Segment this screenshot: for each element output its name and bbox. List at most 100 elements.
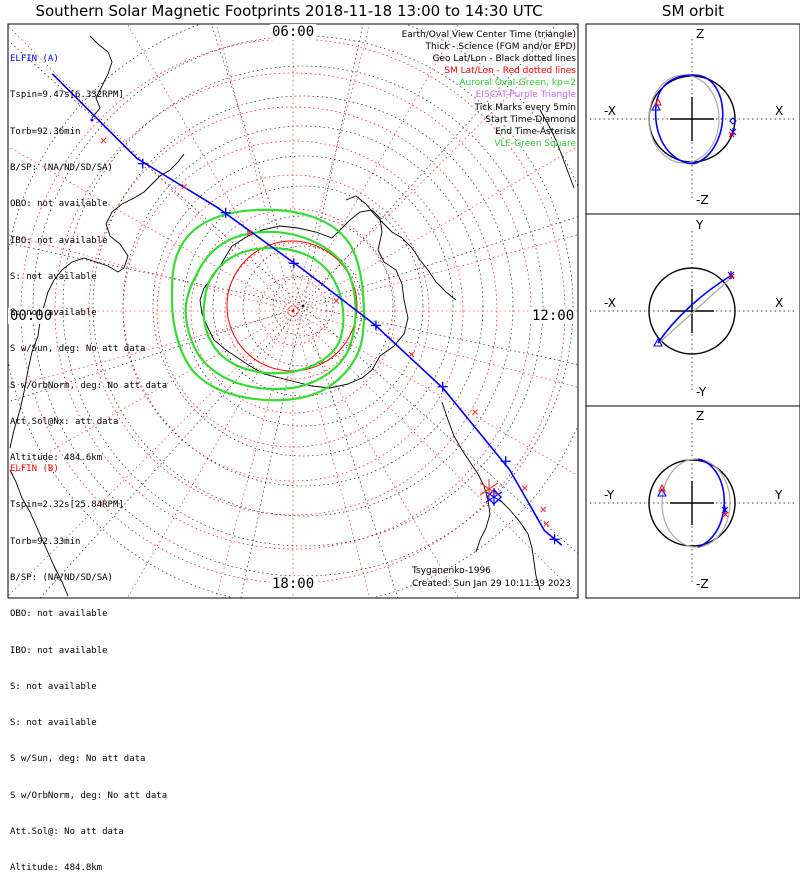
legend-entry: End Time-Asterisk [494, 126, 576, 137]
legend-entry: EISCAT-Purple Triangle [475, 90, 576, 101]
legend-entry: Start Time-Diamond [485, 114, 576, 125]
elfin-a-tick [370, 320, 381, 331]
orbit1-left-label: -X [604, 104, 616, 118]
coastline [539, 109, 575, 189]
orbit2-top-label: Y [696, 218, 704, 232]
orbit3-right-label: Y [775, 488, 783, 502]
orbit1-right-label: X [775, 104, 784, 118]
orbit-a-path [697, 458, 726, 548]
orbit2-left-label: -X [604, 296, 616, 310]
track-start-point [90, 118, 94, 122]
legend-entry: Earth/Oval View Center Time (triangle) [401, 30, 576, 40]
auroral-oval-inner [202, 246, 345, 375]
auroral-oval [170, 208, 365, 402]
sm-pole-circle [226, 240, 358, 372]
orbit2-right-label: X [775, 296, 784, 310]
geo-longitude-line [302, 305, 399, 598]
probe-a-line: S w/OrbNorm, deg: No att data [10, 380, 168, 391]
coastline [9, 469, 69, 597]
orbit-b-path [658, 276, 733, 344]
figure-canvas [7, 23, 800, 599]
auroral-oval-mid [184, 230, 357, 391]
orbit2-bottom-label: -Y [696, 385, 707, 399]
coastline [345, 195, 457, 301]
orbit-a-path [654, 74, 724, 165]
orbit3-bottom-label: -Z [696, 577, 709, 591]
mlt-label-left: 00:00 [8, 308, 55, 324]
geo-longitude-line [240, 305, 304, 598]
geo-latitude-circle [62, 65, 544, 547]
auroral-oval-outer [170, 208, 365, 402]
created-timestamp: Created: Sun Jan 29 10:11:39 2023 [412, 579, 571, 589]
probe-b-line: Tspin=2.32s[25.84RPM] [10, 500, 124, 511]
probe-a-line: B/SP: (NA/ND/SD/SA) [10, 163, 113, 174]
probe-a-line: Torb=92.36min [10, 126, 81, 137]
probe-b-line: Altitude: 484.8km [10, 863, 103, 874]
model-credit: Tsyganenko-1996 [412, 566, 491, 576]
elfin-b-tick [181, 183, 188, 190]
probe-b-line: Torb=92.33min [10, 536, 81, 547]
elfin-b-tick [246, 230, 253, 236]
coastline [89, 35, 113, 119]
coastline [9, 153, 185, 449]
orbit-a-triangle [651, 101, 661, 111]
geo-latitude-circle [122, 125, 484, 487]
probe-b-line: S: not available [10, 681, 97, 692]
probe-a-line: S: not available [10, 271, 97, 282]
coastline [441, 401, 491, 553]
probe-a-line: OBO: not available [10, 199, 108, 210]
orbit3-top-label: Z [696, 409, 705, 423]
orbit-b-asterisk [728, 131, 735, 138]
elfin-b-tick [408, 351, 415, 358]
legend-entry: Thick - Science (FGM and/or EPD) [425, 42, 576, 53]
elfin-a-tick [437, 381, 448, 392]
orbit-panel-title: SM orbit [661, 2, 725, 20]
probe-a-line: IBO: not available [10, 235, 108, 246]
orbit-a-triangle [657, 487, 667, 497]
orbit-a-triangle [653, 337, 663, 347]
elfin-b-tick [333, 297, 340, 304]
probe-b-name: ELFIN (B) [10, 464, 59, 475]
geo-latitude-circle [92, 95, 514, 517]
elfin-b-tick [521, 485, 528, 492]
elfin-b-end-asterisk [479, 479, 499, 499]
probe-a-line: S w/Sun, deg: No att data [10, 344, 146, 355]
coastline [499, 499, 541, 591]
geo-latitude-circle [152, 155, 454, 457]
elfin-a-tick [549, 534, 560, 545]
probe-a-info: ELFIN (A) Tspin=9.47s[6.332RPM] Torb=92.… [10, 29, 167, 476]
elfin-a-track [51, 73, 563, 546]
legend-entry: SM Lat/Lon - Red dotted lines [444, 66, 576, 77]
sm-orbit-panels [590, 39, 796, 583]
sm-longitude-line [292, 24, 371, 312]
orbit-b-triangle [654, 97, 662, 106]
elfin-a-tick [288, 258, 299, 269]
sm-latitude-circle [190, 208, 396, 414]
sm-pole-ring [226, 240, 358, 372]
orbit3-left-label: -Y [604, 488, 615, 502]
probe-b-line: IBO: not available [10, 645, 108, 656]
mlt-label-right: 12:00 [530, 308, 577, 324]
elfin-a-tick [500, 456, 511, 467]
sm-longitude-line [215, 24, 294, 312]
legend-entry: Auroral Oval-Green, kp=2 [459, 78, 576, 89]
orbit-a-diamond [729, 117, 737, 125]
geo-longitude-line [211, 24, 304, 307]
probe-b-info: ELFIN (B) Tspin=2.32s[25.84RPM] Torb=92.… [10, 439, 167, 886]
probe-b-line: OBO: not available [10, 609, 108, 620]
elfin-b-tick [100, 137, 107, 144]
probe-b-line: S w/OrbNorm, deg: No att data [10, 790, 168, 801]
elfin-b-tick [540, 506, 547, 513]
elfin-b-tick [472, 409, 478, 416]
orbit-b-triangle [658, 483, 666, 492]
sm-longitude-line [292, 310, 578, 597]
mlt-label-bottom: 18:00 [270, 576, 317, 592]
probe-b-line: S: not available [10, 718, 97, 729]
sm-latitude-circle [122, 140, 464, 482]
probe-a-line: Tspin=9.47s[6.332RPM] [10, 90, 124, 101]
sm-latitude-circle [258, 276, 328, 346]
elfin-a-tick [137, 158, 148, 169]
legend: Earth/Oval View Center Time (triangle) T… [402, 29, 576, 150]
orbit-b-path [661, 458, 731, 548]
chart-title: Southern Solar Magnetic Footprints 2018-… [35, 2, 543, 20]
